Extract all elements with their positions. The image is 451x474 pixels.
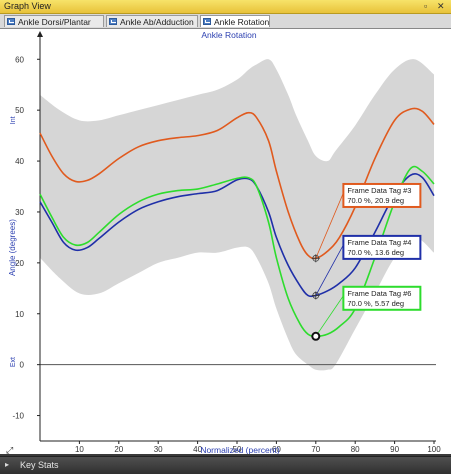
y-tick-label: 0 [20,361,25,370]
y-tick-label: 50 [15,106,24,115]
y-axis-arrow [37,31,43,37]
close-icon[interactable]: ✕ [437,1,445,11]
x-tick-label: 100 [427,445,441,454]
y-tick-label: 60 [15,55,24,64]
key-stats-bar[interactable]: ▸ Key Stats [0,456,451,474]
y-tick-label: 30 [15,208,24,217]
annotation-title: Frame Data Tag #4 [347,238,411,247]
x-tick-label: 90 [390,445,399,454]
tab-ankle-rotation[interactable]: Ankle Rotation [200,15,270,27]
annotation-tag-0: Frame Data Tag #370.0 %, 20.9 deg [342,182,422,208]
annotation-tag-2: Frame Data Tag #670.0 %, 5.57 deg [342,285,422,311]
annotation-leader [315,295,344,337]
chart-title: Ankle Rotation [201,30,257,40]
x-tick-label: 20 [114,445,123,454]
graph-icon [7,18,15,25]
y-tick-label: 10 [15,310,24,319]
graph-icon [109,18,117,25]
x-tick-label: 30 [154,445,163,454]
graph-icon [203,18,211,25]
annotation-value: 70.0 %, 13.6 deg [347,248,404,257]
annotation-value: 70.0 %, 20.9 deg [347,196,404,205]
annotation-tag-1: Frame Data Tag #470.0 %, 13.6 deg [342,234,422,260]
plot-area[interactable]: -10 0 10 20 30 40 50 60 10 20 30 40 50 60 70 80 90 100 Ank… [0,29,451,454]
annotation-box [342,285,422,311]
x-axis-label: Normalized (percent) [200,445,280,454]
y-tick-label: 40 [15,157,24,166]
normal-band [40,59,434,371]
key-stats-label: Key Stats [20,460,59,470]
x-tick-label: 40 [193,445,202,454]
tab-ankle-ab-adduction[interactable]: Ankle Ab/Adduction [106,15,198,27]
chart: -10 0 10 20 30 40 50 60 10 20 30 40 50 60 70 80 90 100 Ank… [8,30,441,454]
y-axis-label-top: Int [10,116,17,124]
tab-bar: Ankle Dorsi/Plantar Ankle Ab/Adduction A… [0,14,451,29]
tab-label: Ankle Ab/Adduction [120,17,194,27]
x-tick-label: 50 [233,445,242,454]
x-tick-label: 80 [351,445,360,454]
annotation-title: Frame Data Tag #3 [347,186,411,195]
y-tick-label: -10 [12,412,24,421]
annotation-title: Frame Data Tag #6 [347,289,411,298]
window-title: Graph View [4,1,51,11]
x-tick-label: 70 [311,445,320,454]
x-tick-label: 60 [272,445,281,454]
expand-icon[interactable]: ⤢ [6,445,14,455]
marker-circle [311,331,321,341]
annotation-value: 70.0 %, 5.57 deg [347,299,404,308]
y-tick-label: 20 [15,259,24,268]
expand-arrow-icon[interactable]: ▸ [5,460,10,469]
tab-label: Ankle Rotation [214,17,270,27]
y-axis-label: Angle (degrees) [8,219,17,276]
window-titlebar: Graph View ▫ ✕ [0,0,451,14]
annotation-box [342,234,422,260]
pin-icon[interactable]: ▫ [424,1,428,11]
tab-label: Ankle Dorsi/Plantar [18,17,91,27]
x-tick-label: 10 [75,445,84,454]
annotation-box [342,182,422,208]
annotation-leader [315,192,344,259]
tab-ankle-dorsi-plantar[interactable]: Ankle Dorsi/Plantar [4,15,104,27]
y-axis-label-bottom: Ext [10,357,17,367]
annotation-leader [315,244,344,296]
